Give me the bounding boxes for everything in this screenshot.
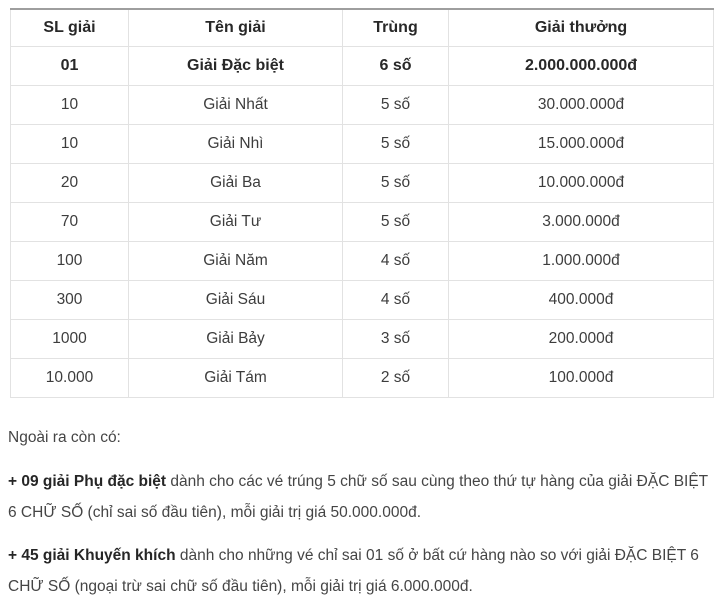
cell-quantity: 01 xyxy=(10,45,129,86)
table-row: 300 Giải Sáu 4 số 400.000đ xyxy=(10,279,714,320)
cell-quantity: 100 xyxy=(10,240,129,281)
cell-quantity: 20 xyxy=(10,162,129,203)
notes-intro: Ngoài ra còn có: xyxy=(8,428,121,446)
header-quantity: SL giải xyxy=(10,8,129,47)
cell-prize-value: 15.000.000đ xyxy=(448,123,714,164)
cell-quantity: 70 xyxy=(10,201,129,242)
table-row: 01 Giải Đặc biệt 6 số 2.000.000.000đ xyxy=(10,45,714,86)
table-row: 70 Giải Tư 5 số 3.000.000đ xyxy=(10,201,714,242)
table-row: 20 Giải Ba 5 số 10.000.000đ xyxy=(10,162,714,203)
table-row: 10 Giải Nhất 5 số 30.000.000đ xyxy=(10,84,714,125)
cell-prize-name: Giải Tám xyxy=(128,357,343,398)
cell-prize-value: 30.000.000đ xyxy=(448,84,714,125)
note-special-sub-prize: + 09 giải Phụ đặc biệt dành cho các vé t… xyxy=(8,466,710,528)
cell-prize-name: Giải Sáu xyxy=(128,279,343,320)
cell-quantity: 10.000 xyxy=(10,357,129,398)
cell-match: 5 số xyxy=(342,201,449,242)
cell-quantity: 10 xyxy=(10,84,129,125)
cell-prize-name: Giải Nhất xyxy=(128,84,343,125)
page: SL giải Tên giải Trùng Giải thưởng 01 Gi… xyxy=(0,8,720,604)
cell-prize-value: 1.000.000đ xyxy=(448,240,714,281)
cell-prize-value: 2.000.000.000đ xyxy=(448,45,714,86)
table-row: 10.000 Giải Tám 2 số 100.000đ xyxy=(10,357,714,398)
header-prize-value: Giải thưởng xyxy=(448,8,714,47)
cell-match: 3 số xyxy=(342,318,449,359)
cell-prize-name: Giải Nhì xyxy=(128,123,343,164)
header-prize-name: Tên giải xyxy=(128,8,343,47)
header-match: Trùng xyxy=(342,8,449,47)
cell-prize-value: 200.000đ xyxy=(448,318,714,359)
cell-match: 2 số xyxy=(342,357,449,398)
cell-quantity: 1000 xyxy=(10,318,129,359)
cell-match: 4 số xyxy=(342,240,449,281)
table-header-row: SL giải Tên giải Trùng Giải thưởng xyxy=(10,8,714,47)
cell-quantity: 300 xyxy=(10,279,129,320)
cell-prize-name: Giải Đặc biệt xyxy=(128,45,343,86)
cell-prize-name: Giải Bảy xyxy=(128,318,343,359)
cell-match: 5 số xyxy=(342,162,449,203)
cell-match: 5 số xyxy=(342,123,449,164)
note-bold-lead: + 09 giải Phụ đặc biệt xyxy=(8,472,167,490)
prize-table: SL giải Tên giải Trùng Giải thưởng 01 Gi… xyxy=(10,8,714,398)
cell-prize-value: 3.000.000đ xyxy=(448,201,714,242)
note-body-text: dành cho các vé trúng 5 chữ số sau cùng … xyxy=(8,472,708,521)
table-row: 100 Giải Năm 4 số 1.000.000đ xyxy=(10,240,714,281)
note-bold-lead: + 45 giải Khuyến khích xyxy=(8,546,176,564)
table-row: 1000 Giải Bảy 3 số 200.000đ xyxy=(10,318,714,359)
cell-match: 5 số xyxy=(342,84,449,125)
note-body-text: dành cho những vé chỉ sai 01 số ở bất cứ… xyxy=(8,546,699,595)
note-consolation-prize: + 45 giải Khuyến khích dành cho những vé… xyxy=(8,540,710,602)
notes-section: Ngoài ra còn có: + 09 giải Phụ đặc biệt … xyxy=(8,428,710,602)
cell-prize-value: 10.000.000đ xyxy=(448,162,714,203)
cell-quantity: 10 xyxy=(10,123,129,164)
cell-prize-name: Giải Ba xyxy=(128,162,343,203)
cell-prize-name: Giải Tư xyxy=(128,201,343,242)
cell-prize-value: 100.000đ xyxy=(448,357,714,398)
cell-match: 4 số xyxy=(342,279,449,320)
table-row: 10 Giải Nhì 5 số 15.000.000đ xyxy=(10,123,714,164)
cell-match: 6 số xyxy=(342,45,449,86)
cell-prize-value: 400.000đ xyxy=(448,279,714,320)
cell-prize-name: Giải Năm xyxy=(128,240,343,281)
